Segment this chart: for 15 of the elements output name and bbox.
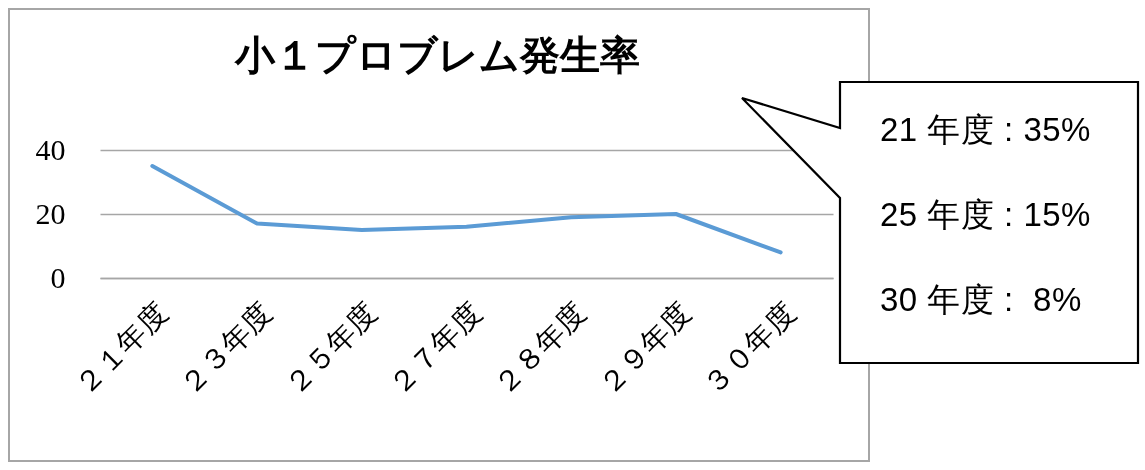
x-tick-label: ２９年度: [592, 296, 697, 402]
y-tick-label: 40: [35, 132, 66, 166]
x-tick-label: ２１年度: [68, 296, 174, 402]
x-tick-label: ２５年度: [278, 296, 383, 402]
x-tick-label: ３０年度: [697, 296, 802, 402]
y-tick-label: 0: [50, 260, 66, 294]
y-tick-label: 20: [35, 196, 66, 230]
text: 25 年度 : 15%: [880, 196, 1091, 234]
text: 21 年度 : 35%: [880, 111, 1091, 149]
chart-title: 小１プロブレム発生率: [234, 33, 640, 78]
text: 30 年度 : 8%: [880, 281, 1082, 319]
x-tick-label: ２３年度: [173, 296, 279, 402]
x-tick-label: ２８年度: [487, 296, 593, 402]
line-series: [150, 164, 783, 255]
x-tick-label: ２７年度: [382, 296, 488, 402]
